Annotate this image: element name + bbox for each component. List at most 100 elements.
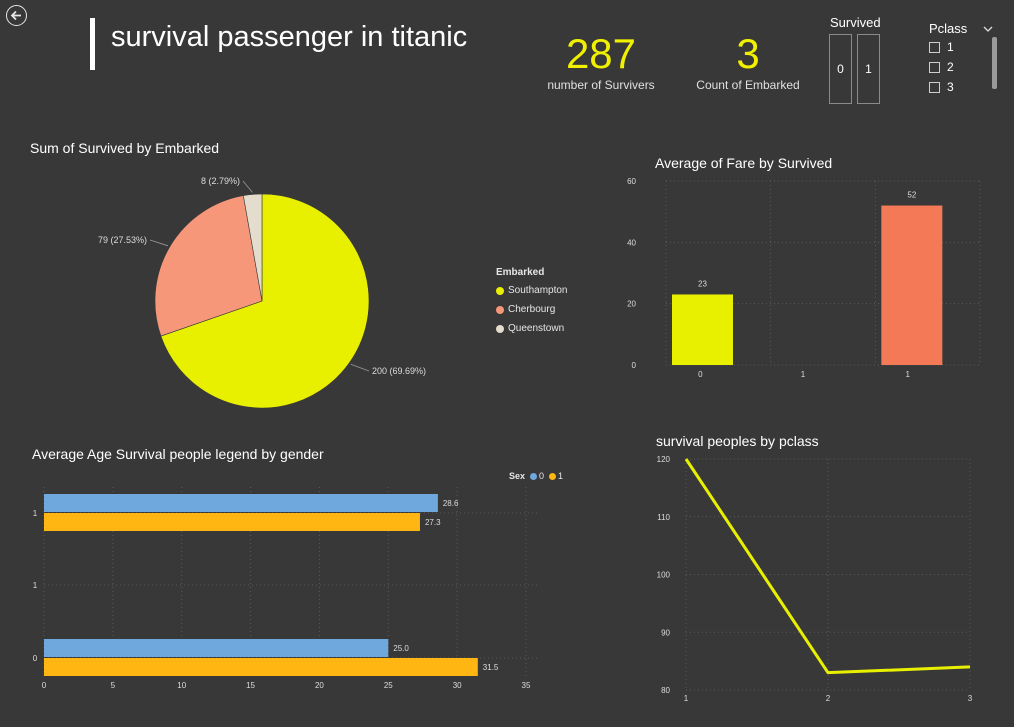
pclass-option-2[interactable]: 2 [929, 57, 954, 77]
pie-data-label: 79 (27.53%) [98, 235, 147, 245]
fare-chart-title: Average of Fare by Survived [655, 155, 833, 171]
pclass-option-label: 3 [947, 80, 954, 94]
title-accent-bar [90, 18, 95, 70]
x-tick-label: 5 [111, 681, 116, 690]
x-tick-label: 1 [905, 370, 910, 379]
survived-option-0[interactable]: 0 [829, 34, 852, 104]
bar [881, 205, 943, 365]
bar-sex-1 [44, 658, 478, 676]
legend-label: 1 [558, 471, 564, 481]
legend-label: Queenstown [508, 323, 565, 334]
bar [672, 294, 733, 365]
checkbox[interactable] [929, 61, 940, 73]
x-tick-label: 30 [453, 681, 462, 690]
survived-slicer-title: Survived [830, 15, 881, 30]
pie-leader-line [149, 239, 169, 247]
checkbox[interactable] [929, 41, 940, 53]
pie-legend: Embarked Southampton Cherbourg Queenstow… [496, 267, 568, 338]
pie-slice-queenstown [243, 193, 263, 302]
back-button[interactable] [6, 5, 27, 26]
y-tick-label: 100 [657, 571, 671, 580]
y-tick-label: 0 [33, 654, 38, 663]
age-legend: Sex 0 1 [509, 471, 563, 481]
bar-data-label: 25.0 [393, 644, 409, 653]
pie-slices [154, 193, 370, 409]
pclass-option-1[interactable]: 1 [929, 37, 954, 57]
bar-sex-0 [44, 639, 389, 657]
pie-leader-line [242, 180, 253, 193]
pclass-line-chart: 80 90 100 110 120 1 2 3 [657, 455, 973, 703]
series-line [684, 458, 971, 675]
kpi-survivors: 287 number of Survivers [540, 30, 662, 92]
kpi-label: Count of Embarked [696, 78, 800, 92]
x-tick-label: 0 [698, 370, 703, 379]
y-tick-label: 20 [627, 300, 636, 309]
legend-item-queenstown[interactable]: Queenstown [496, 319, 568, 338]
pclass-option-label: 1 [947, 40, 954, 54]
kpi-label: number of Survivers [547, 78, 655, 92]
y-tick-label: 120 [657, 455, 671, 464]
bar-data-label: 23 [698, 279, 707, 288]
x-tick-label: 3 [968, 694, 973, 703]
kpi-value: 287 [565, 30, 637, 77]
x-tick-label: 0 [42, 681, 47, 690]
x-tick-label: 10 [177, 681, 186, 690]
kpi-embarked: 3 Count of Embarked [690, 30, 806, 92]
x-tick-label: 1 [801, 370, 806, 379]
bar-data-label: 52 [907, 191, 916, 200]
pie-leader-line [350, 363, 370, 372]
checkbox[interactable] [929, 81, 940, 93]
x-tick-label: 1 [684, 694, 689, 703]
chevron-down-icon [983, 26, 993, 32]
legend-item-sex-0[interactable]: 0 [530, 471, 544, 481]
y-tick-label: 80 [661, 686, 670, 695]
y-tick-label: 40 [627, 238, 636, 247]
legend-label: Southampton [508, 285, 568, 296]
legend-dot [496, 324, 504, 333]
legend-item-southampton[interactable]: Southampton [496, 281, 568, 300]
legend-item-sex-1[interactable]: 1 [549, 471, 563, 481]
bar-data-label: 28.6 [443, 499, 459, 508]
pie-data-label: 200 (69.69%) [372, 366, 426, 376]
pie-data-labels: 200 (69.69%) 79 (27.53%) 8 (2.79%) [98, 176, 426, 376]
pclass-option-3[interactable]: 3 [929, 77, 954, 97]
kpi-value: 3 [736, 30, 760, 77]
legend-dot [496, 305, 504, 314]
bar-data-label: 27.3 [425, 518, 441, 527]
x-tick-label: 2 [826, 694, 831, 703]
legend-item-cherbourg[interactable]: Cherbourg [496, 300, 568, 319]
y-tick-label: 1 [33, 581, 38, 590]
back-arrow-icon [10, 10, 21, 21]
y-tick-label: 110 [657, 513, 670, 522]
bar-sex-0 [44, 494, 438, 512]
pclass-option-label: 2 [947, 60, 954, 74]
page-title: survival passenger in titanic [111, 21, 468, 53]
pie-slice-southampton [160, 193, 370, 409]
pie-slice-cherbourg [154, 195, 263, 337]
pie-chart: 200 (69.69%) 79 (27.53%) 8 (2.79%) [98, 176, 426, 409]
y-tick-label: 1 [33, 509, 38, 518]
pclass-options: 1 2 3 [929, 37, 954, 97]
x-tick-label: 25 [384, 681, 393, 690]
y-tick-label: 60 [627, 177, 636, 186]
x-tick-label: 35 [522, 681, 531, 690]
y-tick-label: 90 [661, 628, 670, 637]
legend-label: Cherbourg [508, 304, 556, 315]
bar-data-label: 31.5 [483, 663, 499, 672]
pie-data-label: 8 (2.79%) [201, 176, 240, 186]
fare-bar-chart: 0 20 40 60 0 23 1 1 52 [627, 177, 981, 379]
pclass-slicer-title: Pclass [929, 21, 968, 36]
pclass-dropdown-button[interactable] [982, 21, 994, 39]
legend-label: 0 [539, 471, 545, 481]
bar-sex-1 [44, 513, 420, 531]
y-tick-label: 0 [632, 361, 637, 370]
survived-option-1[interactable]: 1 [857, 34, 880, 104]
pie-legend-title: Embarked [496, 267, 545, 278]
legend-dot [496, 286, 504, 295]
legend-dot [549, 472, 557, 480]
age-legend-title: Sex [509, 471, 526, 481]
pclass-scrollbar[interactable] [992, 37, 997, 89]
legend-dot [530, 472, 538, 480]
age-chart-title: Average Age Survival people legend by ge… [32, 446, 324, 462]
line-chart-title: survival peoples by pclass [656, 433, 819, 449]
